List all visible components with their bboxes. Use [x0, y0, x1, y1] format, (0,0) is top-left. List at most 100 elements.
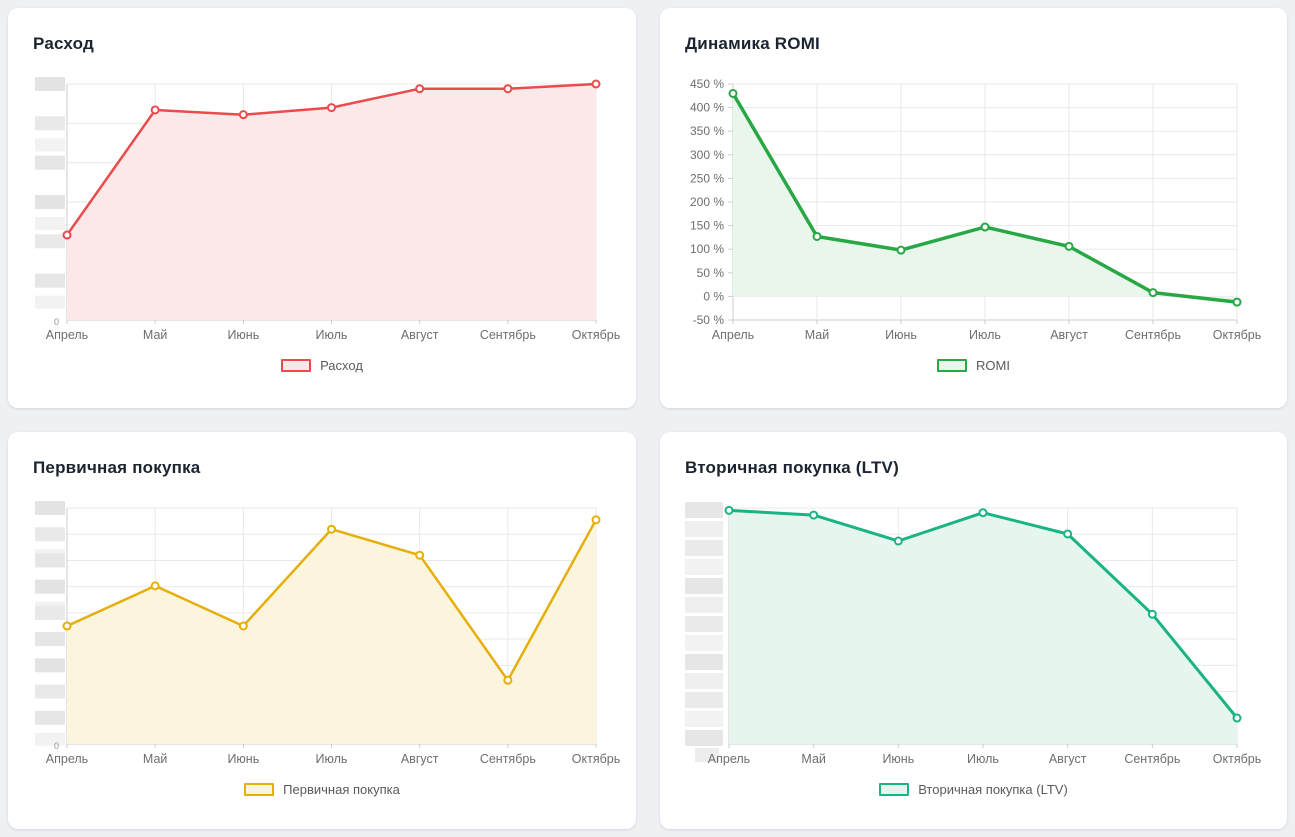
- x-axis-label: Август: [1049, 752, 1087, 766]
- redacted-y-label: [685, 616, 723, 632]
- data-point-Июль[interactable]: [978, 508, 988, 518]
- data-point-Апрель[interactable]: [728, 88, 738, 98]
- data-point-Май[interactable]: [150, 581, 160, 591]
- x-axis-label: Октябрь: [572, 752, 620, 766]
- redacted-y-label: [35, 217, 65, 230]
- data-point-Август[interactable]: [1064, 241, 1074, 251]
- series-area: [67, 84, 596, 320]
- legend-item-ltv[interactable]: Вторичная покупка (LTV): [660, 782, 1287, 797]
- data-point-Май[interactable]: [812, 231, 822, 241]
- x-axis-label: Июнь: [227, 752, 259, 766]
- x-axis-label: Апрель: [708, 752, 750, 766]
- redacted-y-label: [35, 527, 65, 542]
- redacted-y-label: [685, 521, 723, 537]
- data-point-Май[interactable]: [150, 105, 160, 115]
- legend-swatch-romi: [937, 359, 968, 372]
- redacted-y-label: [35, 553, 65, 568]
- redacted-y-label: [685, 711, 723, 727]
- y-axis-label: 450 %: [690, 77, 724, 91]
- y-axis-label: 350 %: [690, 124, 724, 138]
- data-point-Июнь[interactable]: [238, 621, 248, 631]
- data-point-Июль[interactable]: [980, 222, 990, 232]
- chart-card-first-purchase: Первичная покупка 0 Апрель Май Июнь Июль Авгу…: [8, 432, 636, 829]
- data-point-Июнь[interactable]: [896, 245, 906, 255]
- redacted-y-label: [685, 635, 723, 651]
- legend-label-romi: ROMI: [976, 358, 1010, 373]
- y-axis-label: 0 %: [703, 289, 724, 303]
- x-axis-label: Август: [401, 328, 439, 342]
- data-point-Июнь[interactable]: [893, 536, 903, 546]
- x-axis-label: Апрель: [46, 752, 88, 766]
- x-axis-label: Июль: [316, 328, 348, 342]
- legend-item-expense[interactable]: Расход: [8, 358, 636, 373]
- data-point-Октябрь[interactable]: [1232, 713, 1242, 723]
- chart-title-ltv: Вторичная покупка (LTV): [685, 458, 899, 477]
- data-point-Апрель[interactable]: [724, 505, 734, 515]
- legend-item-first-purchase[interactable]: Первичная покупка: [8, 782, 636, 797]
- redacted-y-label: [35, 684, 65, 699]
- redacted-y-label: [35, 579, 65, 594]
- legend-label-ltv: Вторичная покупка (LTV): [918, 782, 1068, 797]
- x-axis-label: Июнь: [882, 752, 914, 766]
- redacted-y-label: [685, 654, 723, 670]
- redacted-y-label: [35, 155, 65, 170]
- data-point-Сентябрь[interactable]: [503, 84, 513, 94]
- x-axis-label: Июнь: [227, 328, 259, 342]
- data-point-Сентябрь[interactable]: [1147, 609, 1157, 619]
- x-axis-label: Май: [805, 328, 830, 342]
- romi-chart[interactable]: 450 % 400 % 350 % 300 % 250 % 200 % 150 % 100 %…: [685, 72, 1263, 346]
- chart-title-first-purchase: Первичная покупка: [33, 458, 201, 477]
- data-point-Август[interactable]: [415, 550, 425, 560]
- y-axis-label: 50 %: [697, 266, 725, 280]
- chart-title-romi: Динамика ROMI: [685, 34, 820, 53]
- redacted-y-label: [685, 502, 723, 518]
- data-point-Сентябрь[interactable]: [503, 675, 513, 685]
- chart-card-expense: Расход 0 Апрель Май Июнь Июль Август Сентябрь О…: [8, 8, 636, 408]
- y-axis-origin-label: 0: [54, 317, 59, 327]
- y-axis-label: 200 %: [690, 195, 724, 209]
- y-axis-label: 150 %: [690, 219, 724, 233]
- data-point-Октябрь[interactable]: [591, 515, 601, 525]
- redacted-y-label: [35, 138, 65, 152]
- x-axis-label: Август: [1050, 328, 1088, 342]
- redacted-y-label: [685, 597, 723, 613]
- x-axis-label: Апрель: [46, 328, 88, 342]
- data-point-Апрель[interactable]: [62, 621, 72, 631]
- data-point-Июнь[interactable]: [238, 110, 248, 120]
- redacted-y-label: [685, 730, 723, 746]
- redacted-y-label: [35, 501, 65, 515]
- x-axis-label: Сентябрь: [1125, 328, 1181, 342]
- data-point-Июль[interactable]: [327, 103, 336, 113]
- x-axis-label: Июль: [969, 328, 1001, 342]
- y-axis-label: 250 %: [690, 171, 724, 185]
- chart-card-romi: Динамика ROMI 450 % 400 % 350 % 300 % 250 % 2…: [660, 8, 1287, 408]
- data-point-Октябрь[interactable]: [1232, 297, 1242, 307]
- data-point-Июль[interactable]: [327, 524, 336, 534]
- redacted-y-label: [35, 116, 65, 131]
- redacted-y-label: [35, 195, 65, 209]
- data-point-Август[interactable]: [415, 84, 425, 94]
- data-point-Май[interactable]: [809, 510, 819, 520]
- data-point-Август[interactable]: [1063, 529, 1073, 539]
- x-axis-label: Октябрь: [572, 328, 620, 342]
- legend-label-expense: Расход: [320, 358, 363, 373]
- x-axis-label: Сентябрь: [480, 328, 536, 342]
- redacted-y-label: [35, 658, 65, 673]
- x-axis-label: Октябрь: [1213, 752, 1261, 766]
- redacted-y-label: [685, 540, 723, 556]
- redacted-y-label: [35, 273, 65, 288]
- series-area: [67, 519, 596, 744]
- x-axis-label: Сентябрь: [480, 752, 536, 766]
- data-point-Сентябрь[interactable]: [1148, 288, 1158, 298]
- legend-swatch-expense: [281, 359, 312, 372]
- redacted-y-label: [685, 578, 723, 594]
- redacted-y-label: [35, 77, 65, 91]
- data-point-Октябрь[interactable]: [591, 79, 601, 89]
- y-axis-label: 300 %: [690, 148, 724, 162]
- legend-item-romi[interactable]: ROMI: [660, 358, 1287, 373]
- data-point-Апрель[interactable]: [62, 230, 72, 240]
- ltv-chart[interactable]: Апрель Май Июнь Июль Август Сентябрь Октябрь: [685, 496, 1263, 770]
